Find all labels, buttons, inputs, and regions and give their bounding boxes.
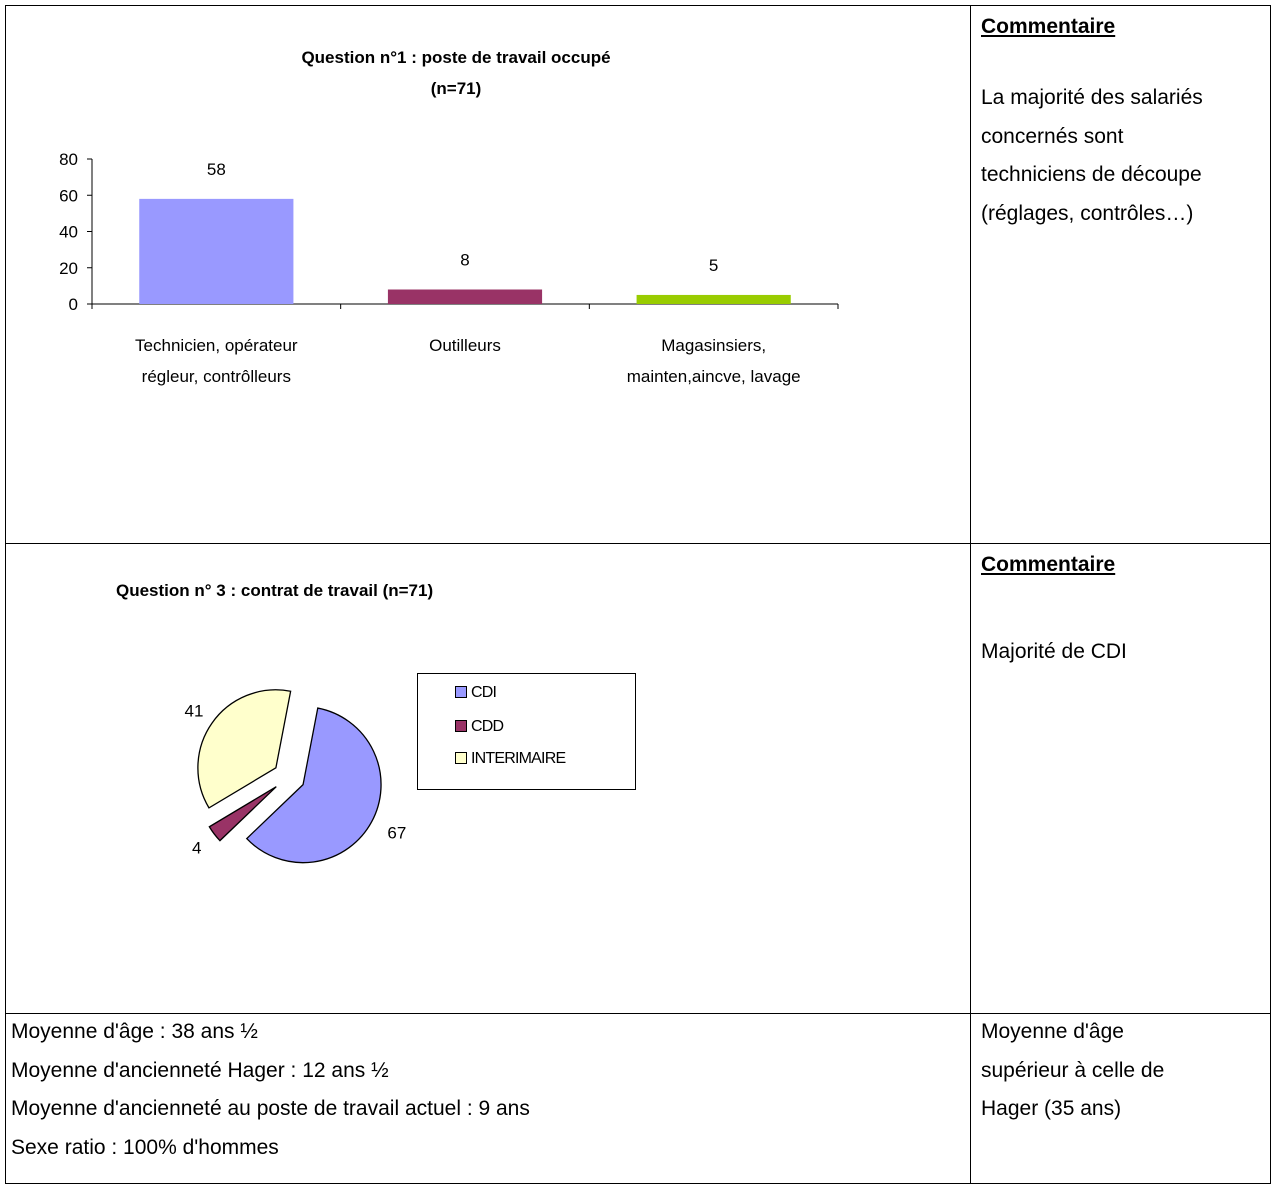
bar-chart-cell: Question n°1 : poste de travail occupé (… bbox=[6, 6, 970, 543]
comment-line: Moyenne d'âge bbox=[981, 1020, 1124, 1043]
bar bbox=[139, 198, 294, 304]
comment-text: La majorité des salariés concernés sont … bbox=[981, 79, 1269, 233]
legend-swatch bbox=[455, 720, 467, 732]
comment-line: concernés sont bbox=[981, 124, 1124, 148]
slice-label: 41 bbox=[185, 701, 204, 720]
table-row-divider bbox=[5, 543, 1271, 544]
comment-cell-2: Commentaire Majorité de CDI bbox=[981, 553, 1269, 1003]
legend-label: CDI bbox=[471, 684, 497, 701]
table-border-bottom bbox=[5, 1183, 1271, 1184]
comment-heading: Commentaire bbox=[981, 15, 1116, 38]
pie-slice bbox=[197, 689, 292, 809]
legend-item-cdi: CDI bbox=[455, 684, 497, 702]
category-label: Magasinsiers, bbox=[661, 336, 766, 355]
legend-label: CDD bbox=[471, 718, 504, 735]
slice-label: 4 bbox=[192, 838, 201, 857]
y-tick-label: 40 bbox=[59, 223, 78, 242]
table-column-divider bbox=[970, 5, 971, 1184]
category-label: Outilleurs bbox=[429, 336, 501, 355]
comment-line: La majorité des salariés bbox=[981, 86, 1203, 109]
stat-line: Moyenne d'ancienneté au poste de travail… bbox=[11, 1097, 530, 1120]
pie-chart-title: Question n° 3 : contrat de travail (n=71… bbox=[116, 581, 434, 600]
y-tick-label: 0 bbox=[69, 295, 78, 314]
legend-label: INTERIMAIRE bbox=[471, 750, 566, 767]
table-row-divider bbox=[5, 1013, 1271, 1014]
table-border-left bbox=[5, 5, 6, 1184]
pie-legend: CDI CDD INTERIMAIRE bbox=[417, 673, 636, 790]
comment-cell-1: Commentaire La majorité des salariés con… bbox=[981, 15, 1269, 535]
stat-line: Moyenne d'ancienneté Hager : 12 ans ½ bbox=[11, 1058, 389, 1082]
bar-chart-title: Question n°1 : poste de travail occupé (… bbox=[156, 42, 756, 104]
comment-heading: Commentaire bbox=[981, 553, 1116, 576]
slice-label: 67 bbox=[387, 823, 406, 842]
y-tick-label: 20 bbox=[59, 259, 78, 278]
document-table: Question n°1 : poste de travail occupé (… bbox=[5, 5, 1271, 1184]
comment-cell-3: Moyenne d'âge supérieur à celle de Hager… bbox=[981, 1013, 1269, 1129]
y-tick-label: 80 bbox=[59, 150, 78, 169]
legend-swatch bbox=[455, 752, 467, 764]
comment-line: Hager (35 ans) bbox=[981, 1097, 1122, 1120]
legend-swatch bbox=[455, 686, 467, 698]
stats-cell: Moyenne d'âge : 38 ans ½ Moyenne d'ancie… bbox=[11, 1013, 961, 1167]
data-label: 58 bbox=[207, 160, 226, 179]
bar-chart-title-line2: (n=71) bbox=[430, 79, 482, 98]
data-label: 5 bbox=[709, 256, 718, 275]
legend-item-cdd: CDD bbox=[455, 718, 504, 736]
y-tick-label: 60 bbox=[59, 186, 78, 205]
comment-text: Majorité de CDI bbox=[981, 640, 1127, 663]
pie-chart: 67 4 41 bbox=[185, 689, 406, 864]
stat-line: Moyenne d'âge : 38 ans ½ bbox=[11, 1020, 258, 1043]
comment-line: supérieur à celle de bbox=[981, 1058, 1165, 1082]
bar bbox=[636, 294, 791, 304]
legend-item-interimaire: INTERIMAIRE bbox=[455, 750, 566, 768]
category-label: mainten,aincve, lavage bbox=[627, 367, 801, 386]
table-border-top bbox=[5, 5, 1271, 6]
bar-chart-title-line1: Question n°1 : poste de travail occupé bbox=[301, 48, 611, 67]
table-border-right bbox=[1270, 5, 1271, 1184]
category-label: régleur, contrôlleurs bbox=[142, 367, 291, 386]
pie-slice bbox=[208, 786, 277, 842]
comment-line: (réglages, contrôles…) bbox=[981, 201, 1194, 225]
pie-slice bbox=[245, 707, 382, 864]
pie-chart-cell: Question n° 3 : contrat de travail (n=71… bbox=[6, 544, 970, 1013]
stat-line: Sexe ratio : 100% d'hommes bbox=[11, 1135, 279, 1159]
comment-line: techniciens de découpe bbox=[981, 163, 1202, 186]
data-label: 8 bbox=[460, 251, 469, 270]
bar bbox=[387, 289, 543, 304]
category-label: Technicien, opérateur bbox=[135, 336, 298, 355]
